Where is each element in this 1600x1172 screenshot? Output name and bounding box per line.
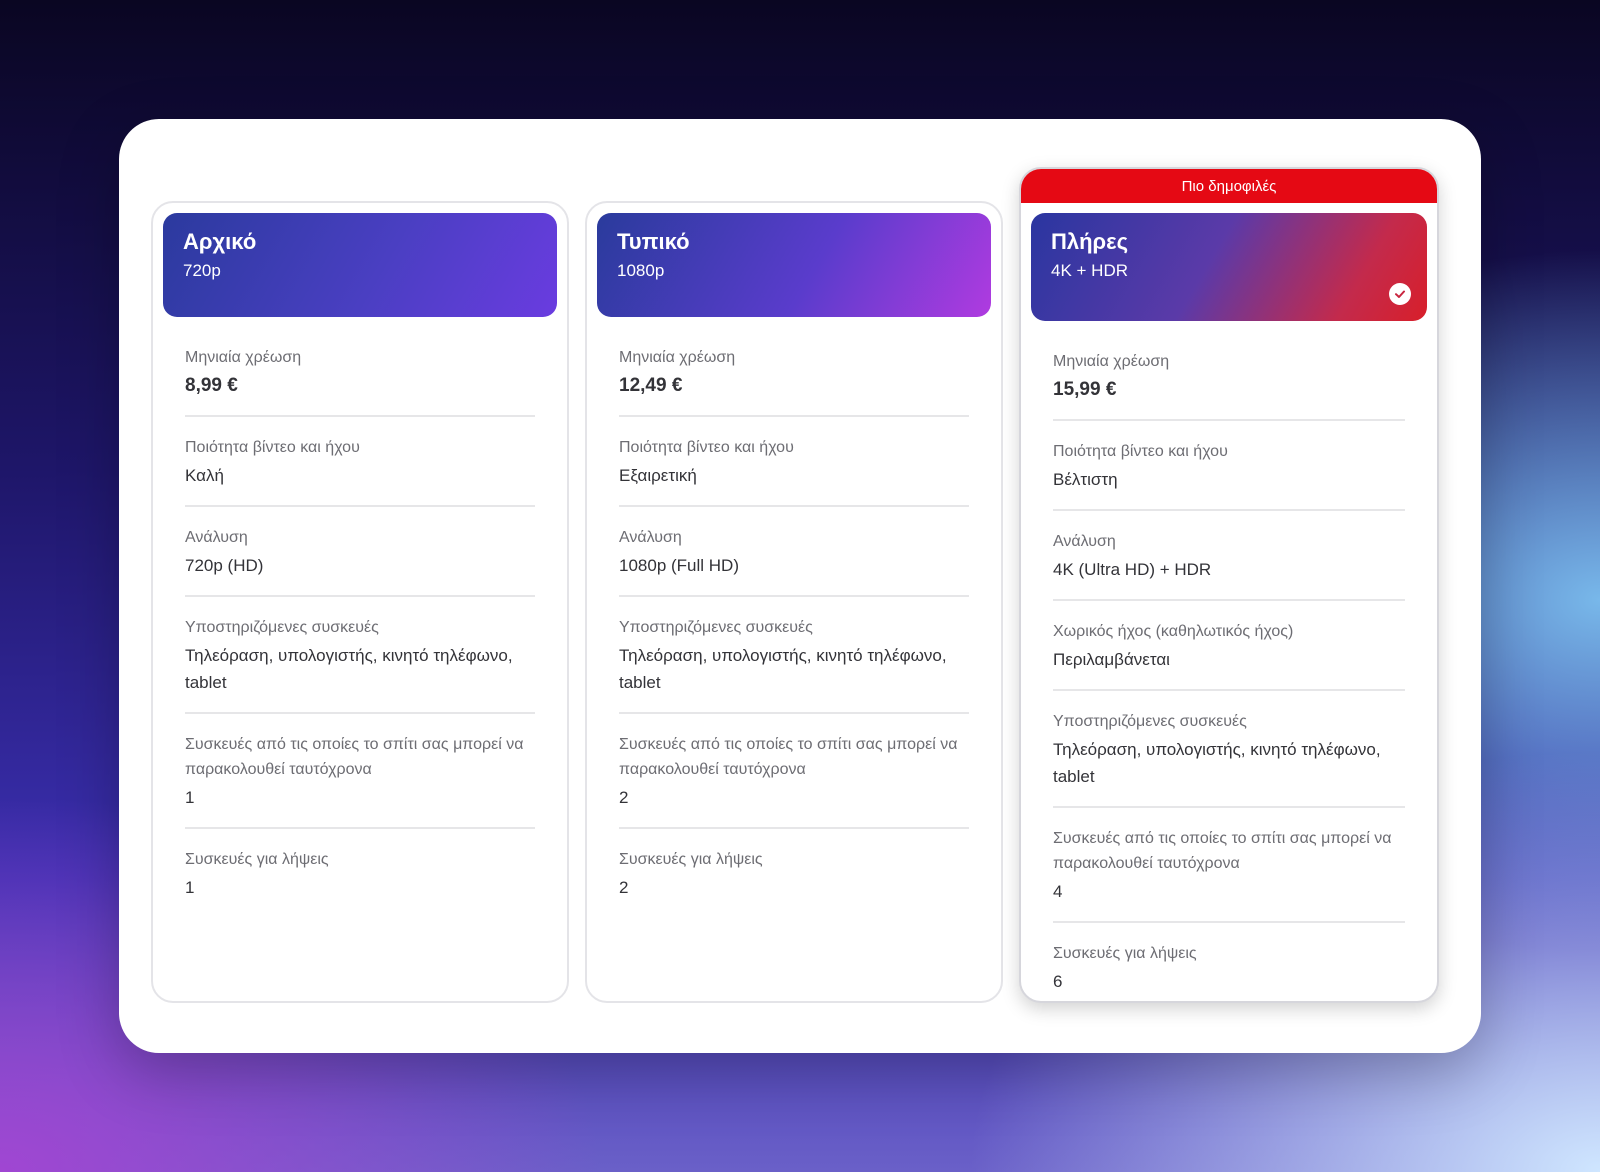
- plan-name: Πλήρες: [1051, 229, 1129, 254]
- feature-value: 2: [619, 878, 629, 897]
- feature-value: 4K (Ultra HD) + HDR: [1053, 560, 1212, 579]
- feature-label: Ποιότητα βίντεο και ήχου: [619, 439, 794, 456]
- plan-name: Αρχικό: [183, 229, 257, 254]
- plan-header-standard[interactable]: Τυπικό 1080p: [597, 213, 991, 317]
- feature-value: 1: [185, 878, 195, 897]
- feature-row: Μηνιαία χρέωση 12,49 €: [619, 345, 969, 417]
- feature-label: Μηνιαία χρέωση: [619, 349, 736, 366]
- plan-card-premium[interactable]: Πιο δημοφιλές Πλήρες 4K + HDR Μηνιαία χρ…: [1019, 167, 1439, 1003]
- feature-label: Συσκευές για λήψεις: [185, 851, 329, 868]
- plan-card-basic[interactable]: Αρχικό 720p Μηνιαία χρέωση 8,99 € Ποιότη…: [151, 201, 569, 1003]
- feature-label: Υποστηριζόμενες συσκευές: [619, 619, 813, 636]
- plan-selection-card: Αρχικό 720p Μηνιαία χρέωση 8,99 € Ποιότη…: [119, 119, 1481, 1053]
- plan-header-premium[interactable]: Πλήρες 4K + HDR: [1031, 213, 1427, 321]
- feature-value: Βέλτιστη: [1053, 470, 1118, 489]
- feature-row: Μηνιαία χρέωση 8,99 €: [185, 345, 535, 417]
- feature-label: Ποιότητα βίντεο και ήχου: [185, 439, 360, 456]
- feature-row: Συσκευές για λήψεις 6: [1053, 941, 1405, 1001]
- feature-label: Υποστηριζόμενες συσκευές: [1053, 713, 1247, 730]
- feature-row: Ποιότητα βίντεο και ήχου Καλή: [185, 435, 535, 507]
- feature-label: Μηνιαία χρέωση: [1053, 353, 1170, 370]
- feature-row: Υποστηριζόμενες συσκευές Τηλεόραση, υπολ…: [1053, 709, 1405, 808]
- feature-value: Καλή: [185, 466, 224, 485]
- feature-value: 8,99 €: [185, 375, 238, 396]
- feature-value: Εξαιρετική: [619, 466, 697, 485]
- feature-row: Συσκευές από τις οποίες το σπίτι σας μπο…: [619, 732, 969, 829]
- feature-row: Ποιότητα βίντεο και ήχου Βέλτιστη: [1053, 439, 1405, 511]
- feature-row: Μηνιαία χρέωση 15,99 €: [1053, 349, 1405, 421]
- feature-row: Υποστηριζόμενες συσκευές Τηλεόραση, υπολ…: [185, 615, 535, 714]
- feature-row: Συσκευές για λήψεις 2: [619, 847, 969, 917]
- feature-row: Συσκευές από τις οποίες το σπίτι σας μπο…: [185, 732, 535, 829]
- plan-name: Τυπικό: [617, 229, 690, 254]
- feature-label: Συσκευές για λήψεις: [619, 851, 763, 868]
- feature-row: Ανάλυση 720p (HD): [185, 525, 535, 597]
- feature-row: Ανάλυση 4K (Ultra HD) + HDR: [1053, 529, 1405, 601]
- feature-value: Τηλεόραση, υπολογιστής, κινητό τηλέφωνο,…: [619, 646, 947, 692]
- feature-label: Συσκευές από τις οποίες το σπίτι σας μπο…: [185, 736, 524, 778]
- feature-label: Ανάλυση: [1053, 533, 1116, 550]
- feature-value: 6: [1053, 972, 1063, 991]
- feature-row: Ανάλυση 1080p (Full HD): [619, 525, 969, 597]
- feature-value: 1: [185, 788, 195, 807]
- feature-value: Περιλαμβάνεται: [1053, 650, 1170, 669]
- feature-label: Ποιότητα βίντεο και ήχου: [1053, 443, 1228, 460]
- feature-row: Υποστηριζόμενες συσκευές Τηλεόραση, υπολ…: [619, 615, 969, 714]
- feature-value: 720p (HD): [185, 556, 264, 575]
- feature-value: 4: [1053, 882, 1063, 901]
- most-popular-badge: Πιο δημοφιλές: [1021, 169, 1437, 203]
- feature-label: Ανάλυση: [619, 529, 682, 546]
- feature-label: Συσκευές από τις οποίες το σπίτι σας μπο…: [1053, 830, 1392, 872]
- feature-label: Συσκευές για λήψεις: [1053, 945, 1197, 962]
- feature-row: Ποιότητα βίντεο και ήχου Εξαιρετική: [619, 435, 969, 507]
- feature-label: Χωρικός ήχος (καθηλωτικός ήχος): [1053, 623, 1294, 640]
- plan-resolution: 720p: [183, 261, 221, 280]
- feature-label: Συσκευές από τις οποίες το σπίτι σας μπο…: [619, 736, 958, 778]
- check-circle-icon: [1389, 283, 1411, 305]
- plan-header-basic[interactable]: Αρχικό 720p: [163, 213, 557, 317]
- plan-resolution: 1080p: [617, 261, 665, 280]
- plan-card-standard[interactable]: Τυπικό 1080p Μηνιαία χρέωση 12,49 € Ποιό…: [585, 201, 1003, 1003]
- feature-value: 1080p (Full HD): [619, 556, 739, 575]
- feature-value: 2: [619, 788, 629, 807]
- feature-value: 12,49 €: [619, 375, 683, 396]
- feature-row: Χωρικός ήχος (καθηλωτικός ήχος) Περιλαμβ…: [1053, 619, 1405, 691]
- feature-value: 15,99 €: [1053, 379, 1117, 400]
- feature-label: Ανάλυση: [185, 529, 248, 546]
- feature-row: Συσκευές από τις οποίες το σπίτι σας μπο…: [1053, 826, 1405, 923]
- feature-row: Συσκευές για λήψεις 1: [185, 847, 535, 917]
- feature-value: Τηλεόραση, υπολογιστής, κινητό τηλέφωνο,…: [185, 646, 513, 692]
- feature-value: Τηλεόραση, υπολογιστής, κινητό τηλέφωνο,…: [1053, 740, 1381, 786]
- plan-resolution: 4K + HDR: [1051, 261, 1128, 280]
- feature-label: Υποστηριζόμενες συσκευές: [185, 619, 379, 636]
- feature-label: Μηνιαία χρέωση: [185, 349, 302, 366]
